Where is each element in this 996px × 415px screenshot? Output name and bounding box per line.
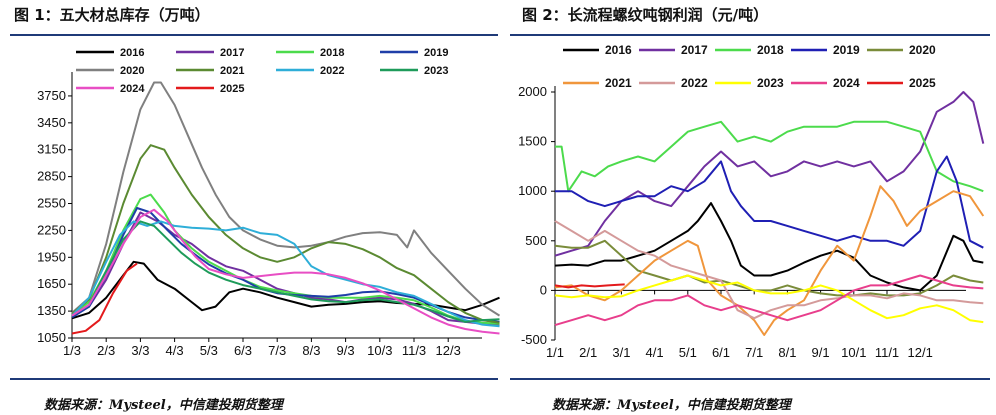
y-tick-label: 2850: [37, 169, 66, 184]
y-tick-label: 3150: [37, 142, 66, 157]
y-tick-label: 3450: [37, 115, 66, 130]
y-tick-label: 2250: [37, 222, 66, 237]
legend-label-2024: 2024: [833, 76, 860, 90]
x-tick-label: 7/3: [268, 343, 286, 358]
x-tick-label: 1/1: [546, 345, 564, 360]
y-tick-label: 2000: [518, 84, 547, 99]
x-tick-label: 11/1: [875, 345, 899, 360]
x-tick-label: 12/3: [436, 343, 461, 358]
x-tick-label: 5/3: [200, 343, 218, 358]
source-note: 数据来源：Mysteel，中信建投期货整理: [44, 398, 283, 413]
series-line-2020: [71, 81, 501, 317]
x-tick-label: 3/3: [131, 343, 149, 358]
series-line-2017: [71, 211, 500, 326]
divider: [510, 378, 990, 380]
divider: [510, 34, 990, 36]
legend-label-2019: 2019: [833, 43, 860, 57]
x-tick-label: 11/3: [402, 343, 426, 358]
chart-1: 1050 1350 1650 1950 2250 2550 2850 3150 3450 3750…: [37, 47, 501, 358]
x-tick-label: 4/1: [646, 345, 664, 360]
legend-label-2017: 2017: [681, 43, 708, 57]
legend-label-2016: 2016: [605, 43, 632, 57]
y-tick-label: 500: [525, 233, 547, 248]
legend-label-2023: 2023: [757, 76, 784, 90]
legend-label-2020: 2020: [120, 65, 144, 77]
x-tick-label: 2/1: [579, 345, 597, 360]
y-tick-label: 1000: [518, 183, 547, 198]
x-tick-label: 6/1: [712, 345, 730, 360]
x-tick-label: 5/1: [679, 345, 697, 360]
legend-label-2021: 2021: [605, 76, 632, 90]
series-line-2023: [71, 220, 500, 323]
x-tick-label: 9/3: [337, 343, 355, 358]
x-tick-label: 4/3: [166, 343, 184, 358]
series-line-2021: [71, 144, 500, 324]
legend-label-2024: 2024: [120, 83, 145, 95]
series-line-2019: [555, 155, 984, 249]
chart-title: 图 2：长流程螺纹吨钢利润（元/吨）: [522, 6, 769, 24]
x-tick-label: 7/1: [745, 345, 763, 360]
y-tick-label: -500: [521, 332, 547, 347]
chart-title: 图 1：五大材总库存（万吨）: [14, 6, 210, 24]
legend-label-2020: 2020: [909, 43, 936, 57]
series-line-2017: [554, 91, 985, 257]
x-tick-label: 10/1: [841, 345, 866, 360]
series-line-2018: [555, 120, 984, 193]
y-tick-label: 1650: [37, 276, 66, 291]
x-tick-label: 9/1: [812, 345, 830, 360]
series-line-2025: [554, 283, 625, 289]
x-tick-label: 6/3: [234, 343, 252, 358]
x-tick-label: 1/3: [63, 343, 81, 358]
divider: [10, 34, 498, 36]
legend-label-2025: 2025: [909, 76, 936, 90]
series-line-2024: [554, 274, 984, 327]
series-line-2022: [554, 220, 984, 320]
legend-label-2023: 2023: [424, 65, 448, 77]
legend-label-2018: 2018: [320, 47, 344, 59]
legend-label-2016: 2016: [120, 47, 144, 59]
legend-label-2019: 2019: [424, 47, 448, 59]
x-tick-label: 8/1: [778, 345, 796, 360]
series-line-2025: [71, 262, 138, 335]
legend-label-2017: 2017: [220, 47, 244, 59]
x-tick-label: 2/3: [97, 343, 115, 358]
divider: [10, 378, 498, 380]
y-tick-label: 1050: [37, 330, 66, 345]
series-line-2018: [71, 193, 500, 325]
series-line-2020: [554, 239, 984, 297]
x-tick-label: 8/3: [302, 343, 320, 358]
x-tick-label: 3/1: [612, 345, 630, 360]
y-tick-label: 1500: [518, 134, 547, 149]
source-note: 数据来源：Mysteel，中信建投期货整理: [552, 398, 791, 413]
y-tick-label: 2550: [37, 196, 66, 211]
legend-label-2021: 2021: [220, 65, 244, 77]
y-tick-label: 0: [540, 282, 547, 297]
series-line-2016: [554, 202, 984, 292]
legend-label-2022: 2022: [320, 65, 344, 77]
chart-2: -500 0 500 1000 1500 2000 1/1 2/1 3/1 4/1 5/1 6/1 7/…: [518, 43, 985, 360]
y-tick-label: 1350: [37, 303, 66, 318]
x-tick-label: 10/3: [367, 343, 392, 358]
y-tick-label: 1950: [37, 249, 66, 264]
x-tick-label: 12/1: [908, 345, 933, 360]
y-tick-label: 3750: [37, 88, 66, 103]
series-line-2023: [554, 274, 984, 324]
legend-label-2022: 2022: [681, 76, 708, 90]
series-line-2024: [71, 208, 500, 335]
series-line-2021: [554, 185, 985, 336]
legend-label-2025: 2025: [220, 83, 244, 95]
legend-label-2018: 2018: [757, 43, 784, 57]
